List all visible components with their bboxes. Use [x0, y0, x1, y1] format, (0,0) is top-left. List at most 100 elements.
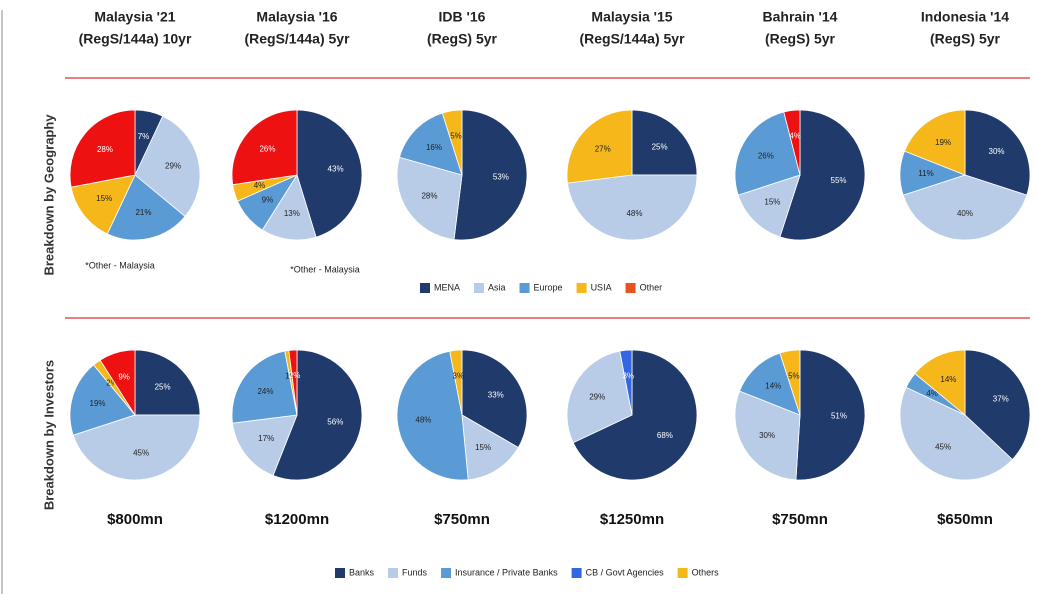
- row-label: Breakdown by Geography: [41, 114, 56, 276]
- slice-label: 3%: [453, 371, 465, 380]
- slice-label: 33%: [488, 391, 504, 400]
- amount: $650mn: [937, 511, 993, 528]
- slice-label: 51%: [831, 411, 847, 420]
- slice-label: 21%: [135, 208, 151, 217]
- slice-label: 5%: [788, 372, 800, 381]
- legend-swatch: [335, 568, 345, 578]
- pie-slice: [461, 414, 519, 481]
- pie-slice: [288, 349, 298, 416]
- pie-slice: [134, 349, 201, 416]
- pie-slice: [261, 174, 317, 241]
- pie-slice: [461, 349, 528, 449]
- row-label: Breakdown by Investors: [41, 360, 56, 510]
- slice-label: 45%: [935, 442, 951, 451]
- column-title: Bahrain '14: [763, 9, 838, 25]
- amount: $750mn: [434, 511, 490, 528]
- pie-slice: [134, 115, 201, 217]
- legend-label: Asia: [488, 282, 506, 292]
- pie-slice: [566, 109, 633, 184]
- slice-label: 2%: [106, 379, 118, 388]
- column-title: (RegS/144a) 5yr: [579, 31, 685, 47]
- column-title: (RegS/144a) 5yr: [244, 31, 350, 47]
- pie-slice: [964, 349, 1031, 461]
- slice-label: 26%: [758, 151, 774, 160]
- pie-slice: [899, 386, 1013, 481]
- pie-slice: [396, 156, 463, 240]
- slice-label: 53%: [493, 173, 509, 182]
- slice-label: 14%: [940, 375, 956, 384]
- slice-label: 48%: [626, 209, 642, 218]
- column-title: Malaysia '21: [94, 9, 175, 25]
- legend-swatch: [441, 568, 452, 578]
- slice-label: 28%: [97, 145, 113, 154]
- slice-label: 9%: [118, 373, 130, 382]
- legend-label: Insurance / Private Banks: [455, 567, 558, 577]
- slice-label: 25%: [155, 383, 171, 392]
- slice-label: 2%: [289, 371, 301, 380]
- slice-label: 37%: [993, 395, 1009, 404]
- column-title: IDB '16: [439, 9, 486, 25]
- legend-label: CB / Govt Agencies: [586, 567, 665, 577]
- pie-slice: [396, 350, 469, 481]
- note: *Other - Malaysia: [290, 264, 360, 274]
- slice-label: 4%: [926, 389, 938, 398]
- pie-slice: [453, 109, 528, 241]
- slice-label: 15%: [475, 443, 491, 452]
- legend-swatch: [576, 283, 587, 293]
- note: *Other - Malaysia: [85, 260, 155, 270]
- legend-label: Other: [640, 282, 663, 292]
- slice-label: 40%: [957, 209, 973, 218]
- pie-slice: [231, 109, 298, 186]
- slice-label: 1%: [285, 372, 297, 381]
- slice-label: 7%: [138, 132, 150, 141]
- legend-swatch: [625, 283, 636, 293]
- pie-slice: [441, 109, 463, 176]
- legend-label: Funds: [402, 567, 428, 577]
- legend-swatch: [474, 283, 485, 293]
- pie-slice: [449, 349, 463, 416]
- legend-swatch: [677, 568, 688, 578]
- slice-label: 25%: [652, 143, 668, 152]
- pie-slice: [779, 349, 801, 416]
- slice-label: 19%: [935, 138, 951, 147]
- slice-label: 45%: [133, 449, 149, 458]
- legend-label: Others: [692, 567, 720, 577]
- slice-label: 9%: [262, 196, 274, 205]
- amount: $800mn: [107, 511, 163, 528]
- legend-label: Europe: [534, 282, 563, 292]
- slice-label: 30%: [989, 147, 1005, 156]
- pie-slice: [296, 109, 363, 238]
- column-title: (RegS) 5yr: [930, 31, 1001, 47]
- pie-slice: [232, 414, 298, 476]
- pie-slice: [902, 174, 1028, 241]
- legend-swatch: [519, 283, 530, 293]
- pie-slice: [272, 349, 363, 481]
- amount: $1250mn: [600, 511, 664, 528]
- slice-label: 5%: [450, 132, 462, 141]
- pie-slice: [99, 349, 136, 417]
- slice-label: 24%: [257, 387, 273, 396]
- slice-label: 13%: [284, 209, 300, 218]
- pie-slice: [69, 109, 136, 188]
- pie-slice: [904, 109, 966, 176]
- pie-slice: [69, 364, 136, 436]
- pie-slice: [572, 349, 698, 481]
- pie-slice: [567, 174, 698, 241]
- pie-slice: [779, 109, 866, 241]
- amount: $1200mn: [265, 511, 329, 528]
- slice-label: 55%: [831, 176, 847, 185]
- pie-slice: [795, 349, 866, 481]
- pie-slice: [106, 174, 186, 241]
- slice-label: 4%: [254, 181, 266, 190]
- pie-slice: [734, 390, 801, 481]
- slice-label: 19%: [90, 399, 106, 408]
- pie-slice: [619, 349, 633, 416]
- pie-slice: [70, 174, 136, 235]
- column-title: (RegS) 5yr: [427, 31, 498, 47]
- slice-label: 30%: [759, 431, 775, 440]
- pie-slice: [231, 350, 298, 424]
- slice-label: 48%: [415, 416, 431, 425]
- column-title: (RegS/144a) 10yr: [79, 31, 192, 47]
- column-title: Malaysia '16: [256, 9, 337, 25]
